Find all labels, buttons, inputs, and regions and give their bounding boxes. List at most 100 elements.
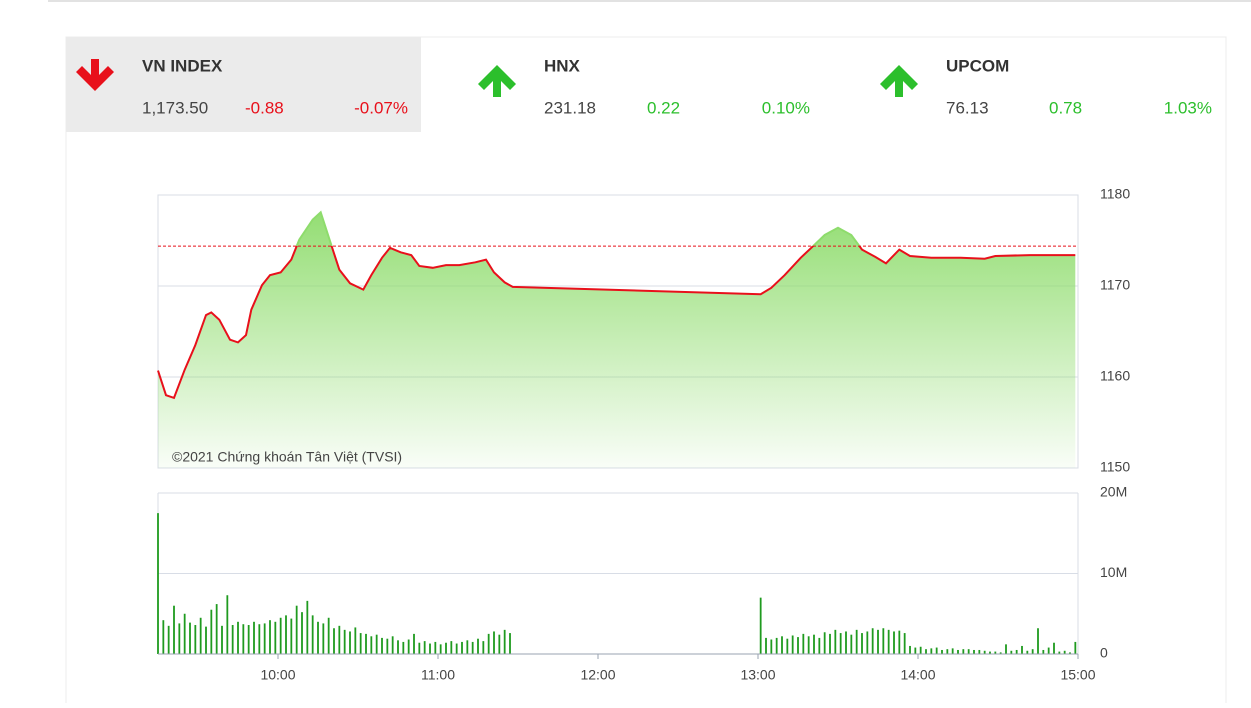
volume-bar xyxy=(461,641,463,654)
volume-bar xyxy=(1063,650,1066,654)
price-area xyxy=(158,212,1076,468)
volume-bar xyxy=(466,640,469,654)
y-tick-label: 0 xyxy=(1100,645,1108,661)
watermark: ©2021 Chứng khoán Tân Việt (TVSI) xyxy=(172,449,402,465)
volume-bar xyxy=(989,651,991,654)
volume-bar xyxy=(1042,649,1045,654)
direction-arrow xyxy=(880,65,918,97)
volume-bar xyxy=(1021,645,1023,654)
volume-bar xyxy=(925,649,927,654)
volume-bar xyxy=(231,625,234,654)
volume-bar xyxy=(855,629,858,654)
volume-bar xyxy=(333,628,335,654)
volume-bar xyxy=(423,641,426,654)
volume-bar xyxy=(877,629,879,654)
volume-bar xyxy=(1026,650,1029,654)
volume-bar xyxy=(322,623,325,654)
volume-bar xyxy=(802,633,805,654)
volume-bar xyxy=(999,652,1002,654)
volume-bar xyxy=(311,615,314,654)
volume-bar xyxy=(898,630,901,654)
index-percent: 0.10% xyxy=(762,98,810,117)
volume-bar xyxy=(770,639,773,654)
y-tick-label: 1170 xyxy=(1100,277,1130,293)
volume-bar xyxy=(882,628,885,654)
index-change: -0.88 xyxy=(245,98,284,117)
volume-bar xyxy=(397,640,399,654)
volume-bar xyxy=(813,634,815,654)
volume-bar xyxy=(493,631,495,654)
volume-bar xyxy=(839,633,842,654)
volume-bar xyxy=(930,648,933,654)
volume-bar xyxy=(759,597,762,654)
x-tick-label: 15:00 xyxy=(1060,667,1095,683)
volume-bar xyxy=(429,643,431,654)
volume-bar xyxy=(866,631,869,654)
volume-bar xyxy=(221,625,223,654)
volume-bar xyxy=(269,620,271,654)
volume-bar xyxy=(471,641,474,654)
volume-bar xyxy=(434,641,437,654)
x-tick-label: 11:00 xyxy=(421,667,455,683)
index-name: VN INDEX xyxy=(142,56,223,75)
volume-bar xyxy=(845,631,847,654)
volume-bar xyxy=(338,625,341,654)
volume-bar xyxy=(183,613,186,654)
volume-bar xyxy=(1069,652,1071,654)
volume-bar xyxy=(167,625,170,654)
volume-bar xyxy=(279,617,282,654)
volume-bar xyxy=(375,634,378,654)
volume-bar xyxy=(775,637,778,654)
volume-bar xyxy=(285,615,287,654)
volume-bar xyxy=(306,600,309,654)
volume-bar xyxy=(189,622,191,654)
volume-bar xyxy=(1005,644,1007,654)
volume-bar xyxy=(226,595,229,654)
volume-bar xyxy=(903,633,906,654)
volume-bar xyxy=(450,641,453,654)
volume-bar xyxy=(487,633,490,654)
volume-bar xyxy=(194,625,197,654)
volume-bar xyxy=(829,633,831,654)
y-tick-label: 20M xyxy=(1100,484,1127,500)
volume-bar xyxy=(1047,647,1050,654)
volume-bar xyxy=(274,621,277,654)
volume-bar xyxy=(482,641,485,654)
volume-bar xyxy=(263,623,266,654)
index-name: UPCOM xyxy=(946,56,1009,75)
volume-bar xyxy=(301,612,303,654)
direction-arrow xyxy=(478,65,516,97)
volume-bar xyxy=(242,624,245,654)
volume-bar xyxy=(893,631,895,654)
volume-bar xyxy=(919,646,922,654)
volume-bar xyxy=(887,629,890,654)
volume-bar xyxy=(1058,651,1061,654)
index-percent: 1.03% xyxy=(1164,98,1212,117)
volume-bar xyxy=(818,637,821,654)
volume-bar xyxy=(509,633,511,654)
index-value: 1,173.50 xyxy=(142,98,208,117)
volume-bar xyxy=(941,649,943,654)
volume-bar xyxy=(445,642,447,654)
volume-bar xyxy=(386,638,389,654)
volume-bar xyxy=(951,648,954,654)
volume-bar xyxy=(909,645,911,654)
volume-bar xyxy=(1010,650,1013,654)
volume-bar xyxy=(983,650,986,654)
price-line xyxy=(157,210,1076,400)
volume-bar xyxy=(765,637,767,654)
volume-bar xyxy=(391,636,394,654)
volume-bar xyxy=(418,642,421,654)
volume-bar xyxy=(1031,649,1034,654)
volume-bar xyxy=(935,647,938,654)
volume-bar xyxy=(354,627,357,654)
volume-bar xyxy=(199,617,202,654)
volume-bar xyxy=(343,629,346,654)
volume-bar xyxy=(413,633,415,654)
volume-bar xyxy=(498,634,501,654)
volume-bar xyxy=(327,617,330,654)
volume-bar xyxy=(349,631,351,654)
index-name: HNX xyxy=(544,56,581,75)
